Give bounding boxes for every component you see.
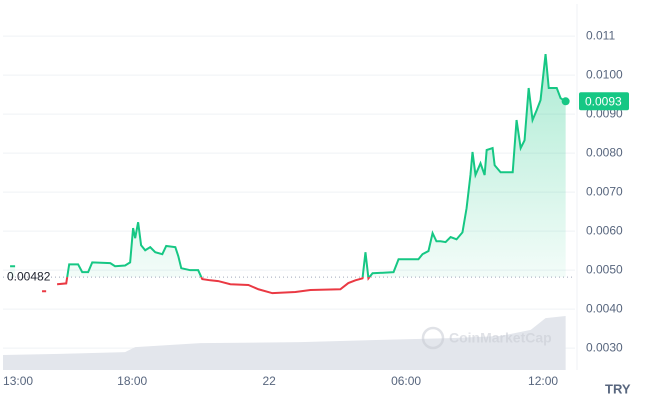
price-tag-label: 0.0093: [585, 94, 622, 108]
y-tick-label: 0.0100: [586, 67, 623, 81]
y-tick-label: 0.0050: [586, 262, 623, 276]
y-tick-label: 0.011: [586, 28, 615, 42]
price-line-down: [42, 277, 371, 295]
price-area: [10, 54, 566, 278]
watermark-text: CoinMarketCap: [449, 330, 552, 346]
x-tick-label: 22: [262, 374, 276, 388]
y-tick-label: 0.0040: [586, 301, 623, 315]
price-line-up: [10, 54, 567, 278]
watermark: CoinMarketCap: [421, 326, 552, 350]
x-tick-label: 18:00: [117, 374, 147, 388]
last-point: [561, 97, 570, 106]
y-tick-label: 0.0030: [586, 340, 623, 354]
volume-area: [3, 315, 566, 370]
y-tick-label: 0.0060: [586, 223, 623, 237]
y-tick-label: 0.0080: [586, 145, 623, 159]
currency-label: TRY: [605, 381, 631, 396]
open-price-label: 0.00482: [7, 269, 51, 283]
y-tick-label: 0.0070: [586, 184, 623, 198]
x-tick-label: 13:00: [3, 374, 33, 388]
price-tag: [579, 92, 629, 111]
x-tick-label: 06:00: [391, 374, 421, 388]
x-tick-label: 12:00: [528, 374, 558, 388]
